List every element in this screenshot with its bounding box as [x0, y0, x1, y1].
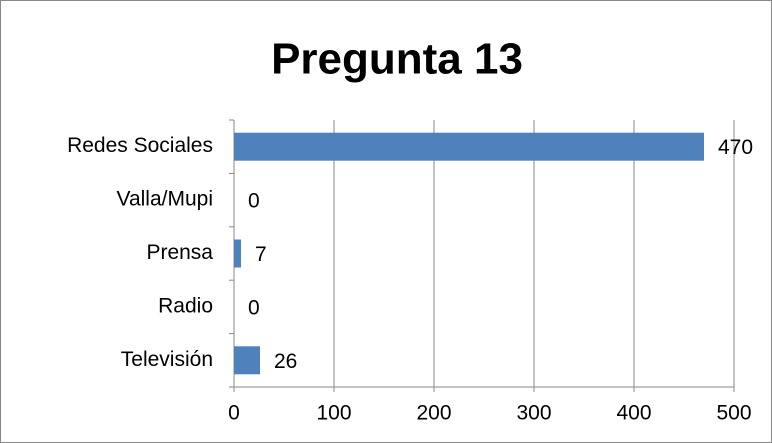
data-label: 0 — [248, 190, 260, 213]
x-tick-label: 0 — [228, 402, 240, 425]
chart-title: Pregunta 13 — [271, 35, 523, 84]
x-tick-label: 500 — [716, 402, 751, 425]
bar — [234, 346, 260, 375]
x-tick-label: 300 — [516, 402, 551, 425]
y-tick-label: Redes Sociales — [67, 134, 213, 157]
y-tick-label: Televisión — [121, 348, 213, 371]
x-tick-label: 100 — [316, 402, 351, 425]
data-label: 0 — [248, 296, 260, 319]
y-tick-label: Radio — [158, 294, 213, 317]
data-label: 7 — [255, 243, 267, 266]
y-tick-label: Valla/Mupi — [117, 188, 214, 211]
x-tick-label: 400 — [616, 402, 651, 425]
bar — [234, 132, 704, 161]
data-label: 470 — [718, 136, 753, 159]
y-tick-label: Prensa — [146, 241, 213, 264]
bar — [234, 239, 241, 268]
x-tick-label: 200 — [416, 402, 451, 425]
data-label: 26 — [274, 350, 297, 373]
